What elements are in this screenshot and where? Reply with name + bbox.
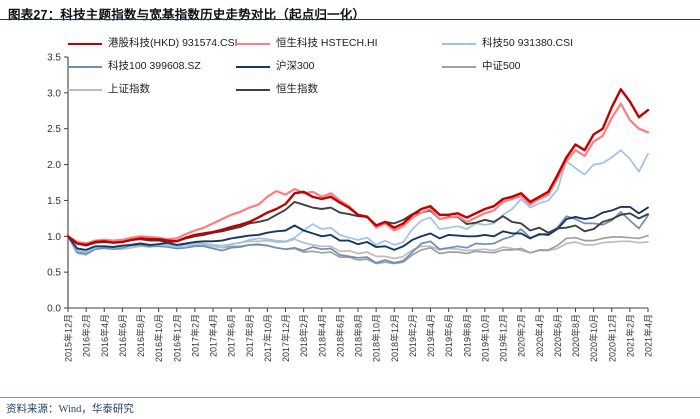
legend-label: 科技100 399608.SZ [108, 60, 201, 72]
y-axis-tick-label: 0.5 [47, 268, 61, 279]
legend-label: 上证指数 [108, 83, 150, 95]
legend-item: 恒生科技 HSTECH.HI [236, 37, 378, 50]
y-axis-tick-label: 1.5 [47, 196, 61, 207]
x-axis-tick-label: 2020年12月 [606, 314, 617, 362]
x-axis-tick-label: 2017年10月 [262, 314, 273, 362]
source-note: 资料来源：Wind，华泰研究 [6, 404, 134, 415]
y-axis-tick-label: 2.0 [47, 160, 61, 171]
x-axis-tick-label: 2020年6月 [552, 314, 563, 357]
series-line-3 [67, 149, 649, 253]
x-axis-tick-label: 2018年12月 [389, 314, 400, 362]
y-axis-tick-label: 2.5 [47, 124, 61, 135]
y-axis-tick-label: 0.0 [47, 304, 61, 315]
legend-label: 港股科技(HKD) 931574.CSI [108, 37, 238, 49]
x-axis-tick-label: 2019年2月 [407, 314, 418, 357]
legend-item: 科技50 931380.CSI [442, 37, 573, 50]
x-axis-tick-label: 2018年4月 [316, 314, 327, 357]
legend-line-swatch [236, 88, 270, 91]
x-axis-tick-label: 2020年2月 [516, 314, 527, 357]
legend-item: 港股科技(HKD) 931574.CSI [68, 37, 238, 50]
x-axis-tick-label: 2018年10月 [371, 314, 382, 362]
x-axis-tick-label: 2019年10月 [479, 314, 490, 362]
x-axis-tick-label: 2020年8月 [570, 314, 581, 357]
legend-line-swatch [68, 65, 102, 68]
x-axis-tick-label: 2018年8月 [353, 314, 364, 357]
x-axis-tick-label: 2019年12月 [498, 314, 509, 362]
x-axis-tick-label: 2015年12月 [63, 314, 74, 362]
legend-label: 科技50 931380.CSI [482, 37, 574, 49]
legend-label: 恒生科技 HSTECH.HI [276, 37, 378, 49]
legend-line-swatch [68, 88, 102, 91]
legend-label: 恒生指数 [276, 83, 318, 95]
x-axis-tick-label: 2016年12月 [171, 314, 182, 362]
series-line-1 [66, 88, 650, 247]
x-axis-tick-label: 2018年6月 [334, 314, 345, 357]
y-axis-tick-label: 3.0 [47, 88, 61, 99]
y-axis-tick-label: 3.5 [47, 53, 61, 64]
x-axis-tick-label: 2018年2月 [298, 314, 309, 357]
x-axis-tick-label: 2020年10月 [588, 314, 599, 362]
x-axis-tick-label: 2017年8月 [244, 314, 255, 357]
x-axis-tick-label: 2016年4月 [99, 314, 110, 357]
x-axis-tick-label: 2017年4月 [208, 314, 219, 357]
x-axis-tick-label: 2016年8月 [135, 314, 146, 357]
series-line-8 [67, 200, 649, 247]
legend-item: 恒生指数 [236, 83, 318, 96]
x-axis-tick-label: 2016年6月 [117, 314, 128, 357]
x-axis-tick-label: 2016年10月 [153, 314, 164, 362]
x-axis-tick-label: 2020年4月 [534, 314, 545, 357]
legend-line-swatch [236, 42, 270, 45]
footer-divider [0, 397, 700, 398]
legend-line-swatch [442, 42, 476, 45]
legend-label: 沪深300 [276, 60, 315, 72]
legend-line-swatch [236, 65, 270, 68]
x-axis-tick-label: 2021年2月 [624, 314, 635, 357]
legend-line-swatch [68, 42, 102, 45]
legend-item: 中证500 [442, 60, 521, 73]
series-line-5 [67, 205, 649, 251]
x-axis-tick-label: 2016年2月 [81, 314, 92, 357]
x-axis-tick-label: 2019年4月 [425, 314, 436, 357]
title-underline [0, 19, 700, 20]
x-axis-tick-label: 2017年12月 [280, 314, 291, 362]
legend-item: 上证指数 [68, 83, 150, 96]
x-axis-tick-label: 2019年6月 [443, 314, 454, 357]
legend-label: 中证500 [482, 60, 521, 72]
legend-item: 科技100 399608.SZ [68, 60, 201, 73]
y-axis-tick-label: 1.0 [47, 232, 61, 243]
x-axis-tick-label: 2017年2月 [189, 314, 200, 357]
x-axis-tick-label: 2017年6月 [226, 314, 237, 357]
legend-line-swatch [442, 65, 476, 68]
x-axis-tick-label: 2021年4月 [643, 314, 654, 357]
axis-lines [67, 57, 648, 309]
figure-title: 图表27：科技主题指数与宽基指数历史走势对比（起点归一化） [8, 8, 366, 22]
legend-item: 沪深300 [236, 60, 315, 73]
x-axis-tick-label: 2019年8月 [461, 314, 472, 357]
